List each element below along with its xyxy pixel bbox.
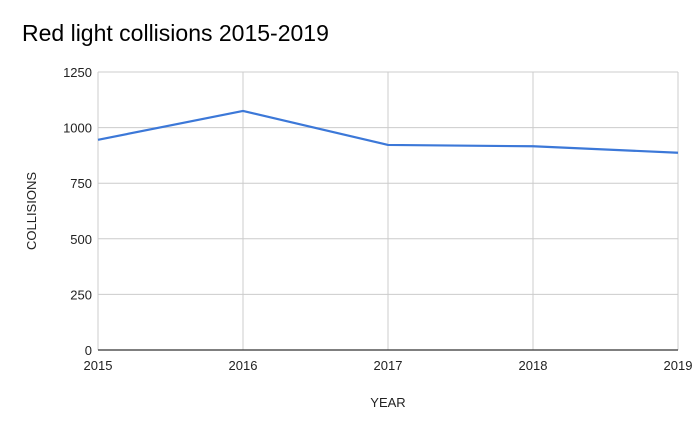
x-axis-title: YEAR [370, 395, 405, 410]
series-line [97, 109, 679, 154]
tick-labels: 0 250 500 750 1000 1250 2015 2016 2017 2018 2019 [63, 65, 692, 373]
x-tick-label: 2015 [84, 358, 113, 373]
x-tick-label: 2016 [229, 358, 258, 373]
grid-lines [97, 71, 679, 350]
x-tick-label: 2019 [664, 358, 693, 373]
y-tick-label: 250 [70, 287, 92, 302]
x-tick-label: 2017 [374, 358, 403, 373]
y-tick-label: 1000 [63, 121, 92, 136]
y-tick-label: 750 [70, 176, 92, 191]
chart-title: Red light collisions 2015-2019 [22, 20, 329, 46]
y-tick-label: 1250 [63, 65, 92, 80]
x-tick-label: 2018 [519, 358, 548, 373]
series-layer [97, 109, 679, 154]
y-tick-label: 500 [70, 232, 92, 247]
y-tick-label: 0 [85, 343, 92, 358]
y-axis-title: COLLISIONS [24, 172, 39, 250]
